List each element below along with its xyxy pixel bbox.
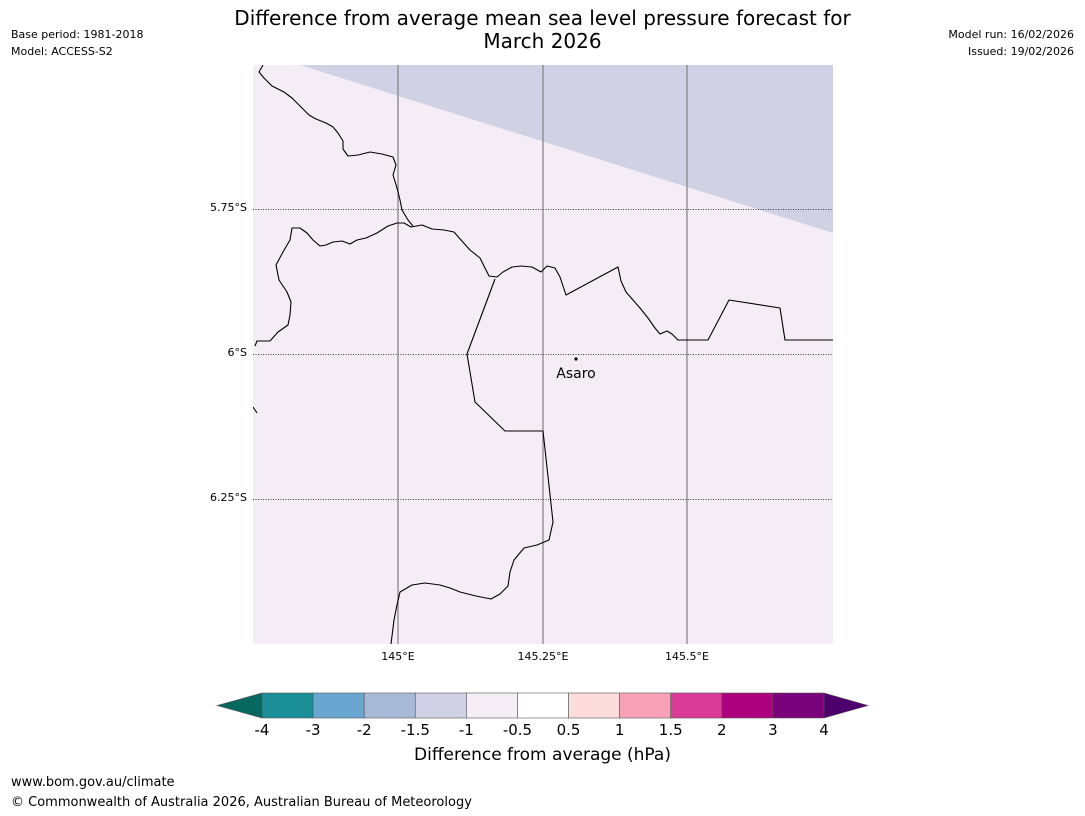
colorbar-segment [517, 692, 569, 719]
colorbar-tick-label: 1 [614, 721, 625, 739]
colorbar-tick-label: 3 [768, 721, 778, 739]
map: Asaro [253, 65, 833, 644]
asaro-marker [574, 357, 578, 361]
colorbar-tick-label: -2 [356, 721, 372, 739]
colorbar-segment [721, 692, 774, 719]
lat-tick-6: 6°S [227, 346, 247, 359]
colorbar-extend-high [823, 692, 870, 719]
chart-title-line-1: Difference from average mean sea level p… [234, 6, 851, 30]
colorbar-segment [772, 692, 825, 719]
colorbar-tick-label: -0.5 [502, 721, 533, 739]
boundary-middle [254, 222, 833, 347]
colorbar-tick-label: -1.5 [400, 721, 430, 739]
metadata-left: Base period: 1981-2018 Model: ACCESS-S2 [11, 26, 143, 60]
colorbar-segment [312, 692, 365, 719]
lon-tick-145.25: 145.25°E [517, 650, 569, 663]
chart-title: Difference from average mean sea level p… [200, 7, 885, 53]
anomaly-region-1-to-1.5 [300, 65, 833, 233]
colorbar-segment [619, 692, 672, 719]
colorbar-tick-label: -4 [254, 721, 270, 739]
colorbar-tick-label: -3 [305, 721, 321, 739]
colorbar-segment [670, 692, 723, 719]
colorbar-segment [261, 692, 314, 719]
footer-url[interactable]: www.bom.gov.au/climate [11, 775, 175, 790]
colorbar-tick-label: -1 [458, 721, 474, 739]
boundary-fragment-west [253, 406, 258, 414]
colorbar-segment [363, 692, 416, 719]
boundary-north [258, 65, 414, 227]
lat-tick-5.75: 5.75°S [210, 201, 247, 214]
colorbar-segment [568, 692, 620, 719]
lon-tick-145: 145°E [381, 650, 415, 663]
colorbar-tick-label: 4 [819, 721, 829, 739]
chart-title-line-2: March 2026 [483, 29, 602, 53]
colorbar-tick-label: 1.5 [658, 721, 683, 739]
footer-copyright: © Commonwealth of Australia 2026, Austra… [11, 795, 472, 810]
colorbar-tick-label: 0.5 [556, 721, 581, 739]
colorbar-title: Difference from average (hPa) [414, 745, 671, 765]
colorbar-tick-label: 2 [717, 721, 727, 739]
model-run-text: Model run: 16/02/2026 [948, 28, 1074, 41]
colorbar [215, 692, 870, 719]
asaro-label: Asaro [556, 366, 595, 382]
model-text: Model: ACCESS-S2 [11, 45, 113, 58]
base-period-text: Base period: 1981-2018 [11, 28, 144, 41]
issued-text: Issued: 19/02/2026 [967, 45, 1074, 58]
lon-tick-145.5: 145.5°E [665, 650, 709, 663]
colorbar-segment [466, 692, 518, 719]
lat-tick-6.25: 6.25°S [210, 491, 247, 504]
boundary-south [390, 278, 554, 644]
metadata-right: Model run: 16/02/2026 Issued: 19/02/2026 [948, 26, 1074, 60]
colorbar-segment [414, 692, 467, 719]
colorbar-extend-low [215, 692, 263, 719]
